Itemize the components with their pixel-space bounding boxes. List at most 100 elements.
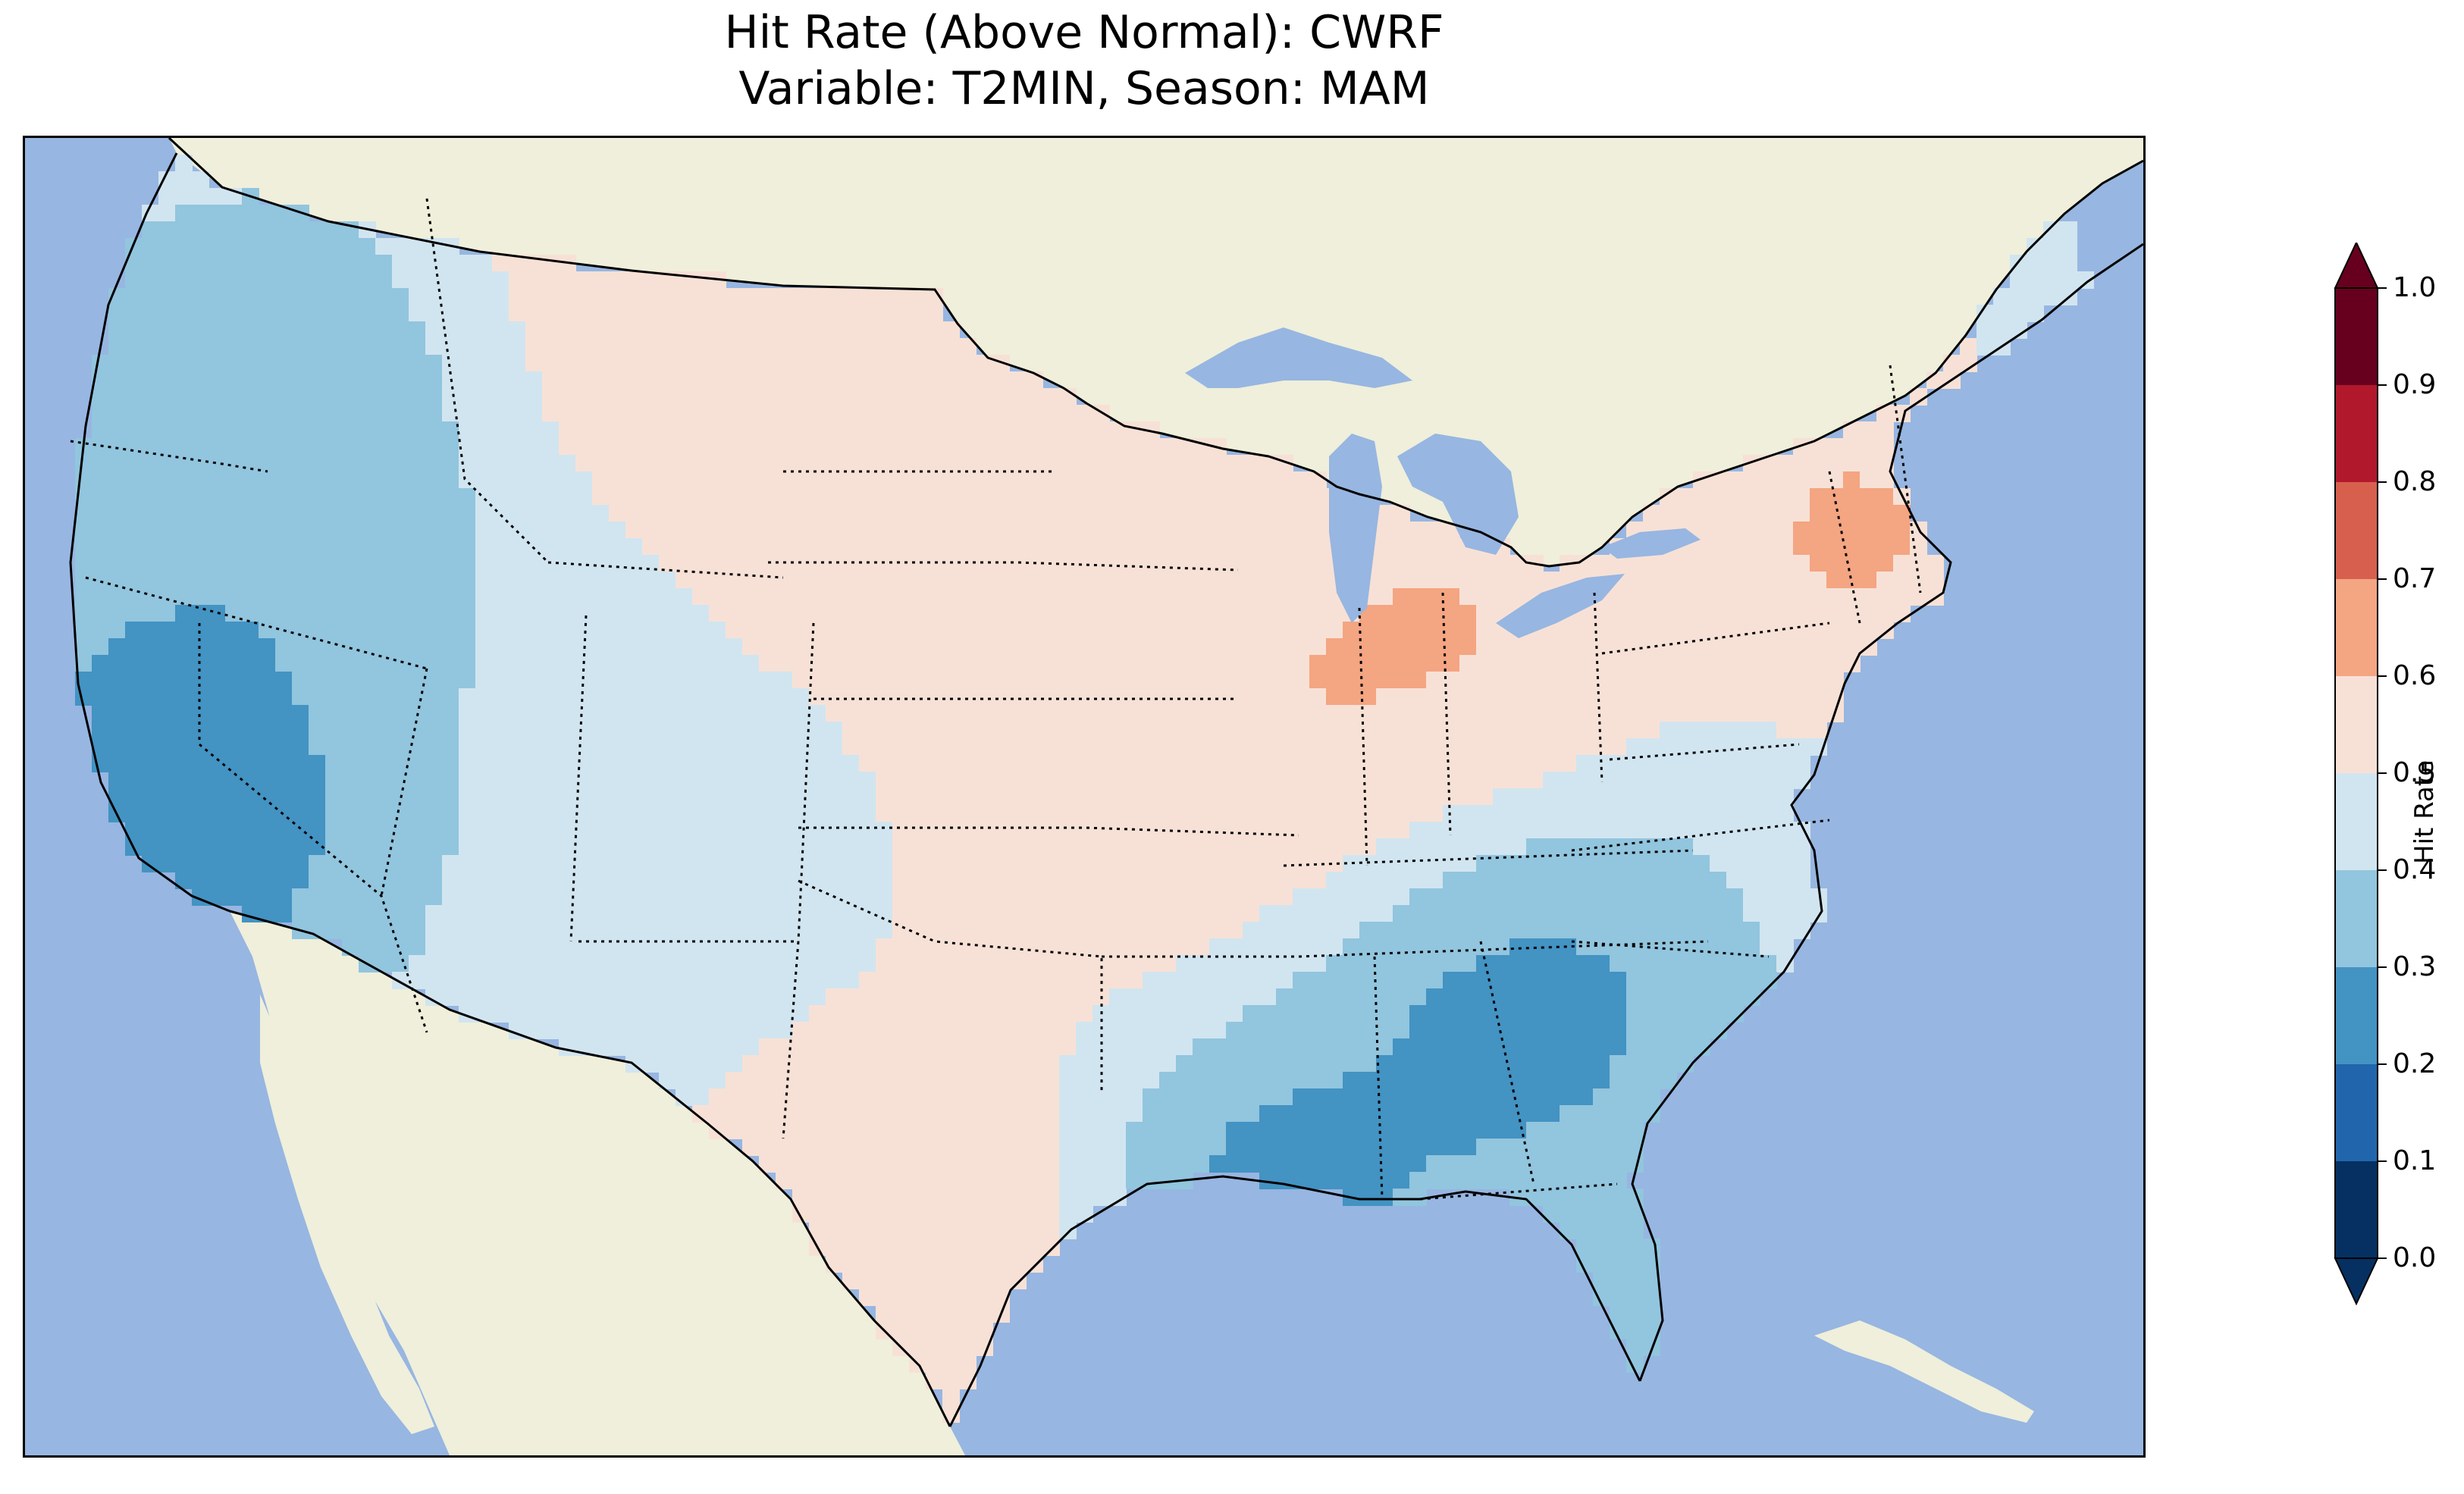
hit-rate-cell [909, 1172, 926, 1189]
hit-rate-cell [726, 1088, 743, 1106]
hit-rate-cell [1710, 655, 1727, 672]
hit-rate-cell [1193, 488, 1210, 506]
hit-rate-cell [976, 1255, 993, 1273]
hit-rate-cell [292, 555, 309, 572]
hit-rate-cell [475, 572, 493, 589]
hit-rate-cell [275, 238, 293, 255]
hit-rate-cell [1042, 888, 1060, 906]
hit-rate-cell [575, 471, 593, 489]
hit-rate-cell [1309, 655, 1327, 672]
hit-rate-cell [225, 672, 243, 689]
hit-rate-cell [759, 555, 776, 572]
hit-rate-cell [342, 288, 359, 305]
hit-rate-cell [859, 388, 876, 406]
hit-rate-cell [909, 355, 926, 372]
hit-rate-cell [609, 405, 626, 422]
hit-rate-cell [1409, 788, 1427, 806]
hit-rate-cell [1226, 1155, 1243, 1173]
hit-rate-cell [1760, 822, 1777, 839]
hit-rate-cell [309, 221, 326, 239]
hit-rate-cell [1209, 822, 1227, 839]
hit-rate-cell [692, 772, 710, 789]
hit-rate-cell [442, 672, 459, 689]
hit-rate-cell [942, 1005, 960, 1023]
hit-rate-cell [726, 521, 743, 539]
hit-rate-cell [909, 338, 926, 355]
hit-rate-cell [342, 305, 359, 322]
hit-rate-cell [108, 638, 126, 656]
hit-rate-cell [125, 788, 143, 806]
hit-rate-cell [1209, 788, 1227, 806]
hit-rate-cell [575, 305, 593, 322]
hit-rate-cell [1076, 538, 1093, 556]
hit-rate-cell [842, 838, 860, 856]
hit-rate-cell [1509, 1155, 1527, 1173]
hit-rate-cell [759, 305, 776, 322]
hit-rate-cell [1459, 605, 1477, 622]
hit-rate-cell [759, 288, 776, 305]
hit-rate-cell [325, 872, 343, 889]
hit-rate-cell [959, 1355, 977, 1373]
hit-rate-cell [1059, 488, 1077, 506]
hit-rate-cell [142, 622, 159, 639]
hit-rate-cell [242, 672, 259, 689]
hit-rate-cell [1476, 722, 1494, 739]
hit-rate-cell [742, 555, 760, 572]
hit-rate-cell [709, 888, 726, 906]
hit-rate-cell [1143, 421, 1160, 439]
hit-rate-cell [1376, 1022, 1393, 1039]
hit-rate-cell [792, 505, 810, 522]
hit-rate-cell [542, 822, 560, 839]
hit-rate-cell [1326, 838, 1343, 856]
hit-rate-cell [926, 505, 943, 522]
hit-rate-cell [892, 1139, 910, 1156]
hit-rate-cell [842, 1105, 860, 1123]
hit-rate-cell [1009, 371, 1027, 389]
hit-rate-cell [909, 321, 926, 339]
hit-rate-cell [125, 455, 143, 472]
hit-rate-cell [876, 1055, 893, 1073]
hit-rate-cell [892, 588, 910, 606]
hit-rate-cell [1376, 888, 1393, 906]
hit-rate-cell [509, 722, 526, 739]
hit-rate-cell [1743, 955, 1760, 973]
hit-rate-cell [776, 722, 793, 739]
hit-rate-cell [1243, 1139, 1260, 1156]
border-mn-ia [1017, 561, 1239, 572]
hit-rate-cell [1393, 1139, 1410, 1156]
hit-rate-cell [842, 438, 860, 456]
hit-rate-cell [1760, 555, 1777, 572]
hit-rate-cell [1176, 1105, 1193, 1123]
hit-rate-cell [1009, 1222, 1027, 1239]
hit-rate-cell [1143, 838, 1160, 856]
hit-rate-cell [926, 755, 943, 772]
hit-rate-cell [826, 1155, 843, 1173]
hit-rate-cell [125, 672, 143, 689]
hit-rate-cell [459, 371, 476, 389]
hit-rate-cell [926, 605, 943, 622]
hit-rate-cell [842, 672, 860, 689]
hit-rate-cell [1443, 1088, 1460, 1106]
hit-rate-cell [592, 605, 610, 622]
hit-rate-cell [1026, 822, 1043, 839]
hit-rate-cell [1576, 938, 1594, 956]
hit-rate-cell [259, 221, 276, 239]
hit-rate-cell [192, 805, 209, 822]
hit-rate-cell [826, 938, 843, 956]
hit-rate-cell [942, 1322, 960, 1339]
hit-rate-cell [275, 905, 293, 922]
hit-rate-cell [1092, 1172, 1110, 1189]
hit-rate-cell [1726, 471, 1744, 489]
hit-rate-cell [1009, 488, 1027, 506]
hit-rate-cell [309, 905, 326, 922]
hit-rate-cell [409, 521, 426, 539]
hit-rate-cell [942, 588, 960, 606]
hit-rate-cell [1059, 638, 1077, 656]
hit-rate-cell [158, 288, 176, 305]
hit-rate-cell [1226, 922, 1243, 939]
hit-rate-cell [992, 788, 1010, 806]
hit-rate-cell [759, 1038, 776, 1056]
hit-rate-cell [1509, 988, 1527, 1006]
hit-rate-cell [1793, 438, 1810, 456]
hit-rate-cell [1226, 1038, 1243, 1056]
